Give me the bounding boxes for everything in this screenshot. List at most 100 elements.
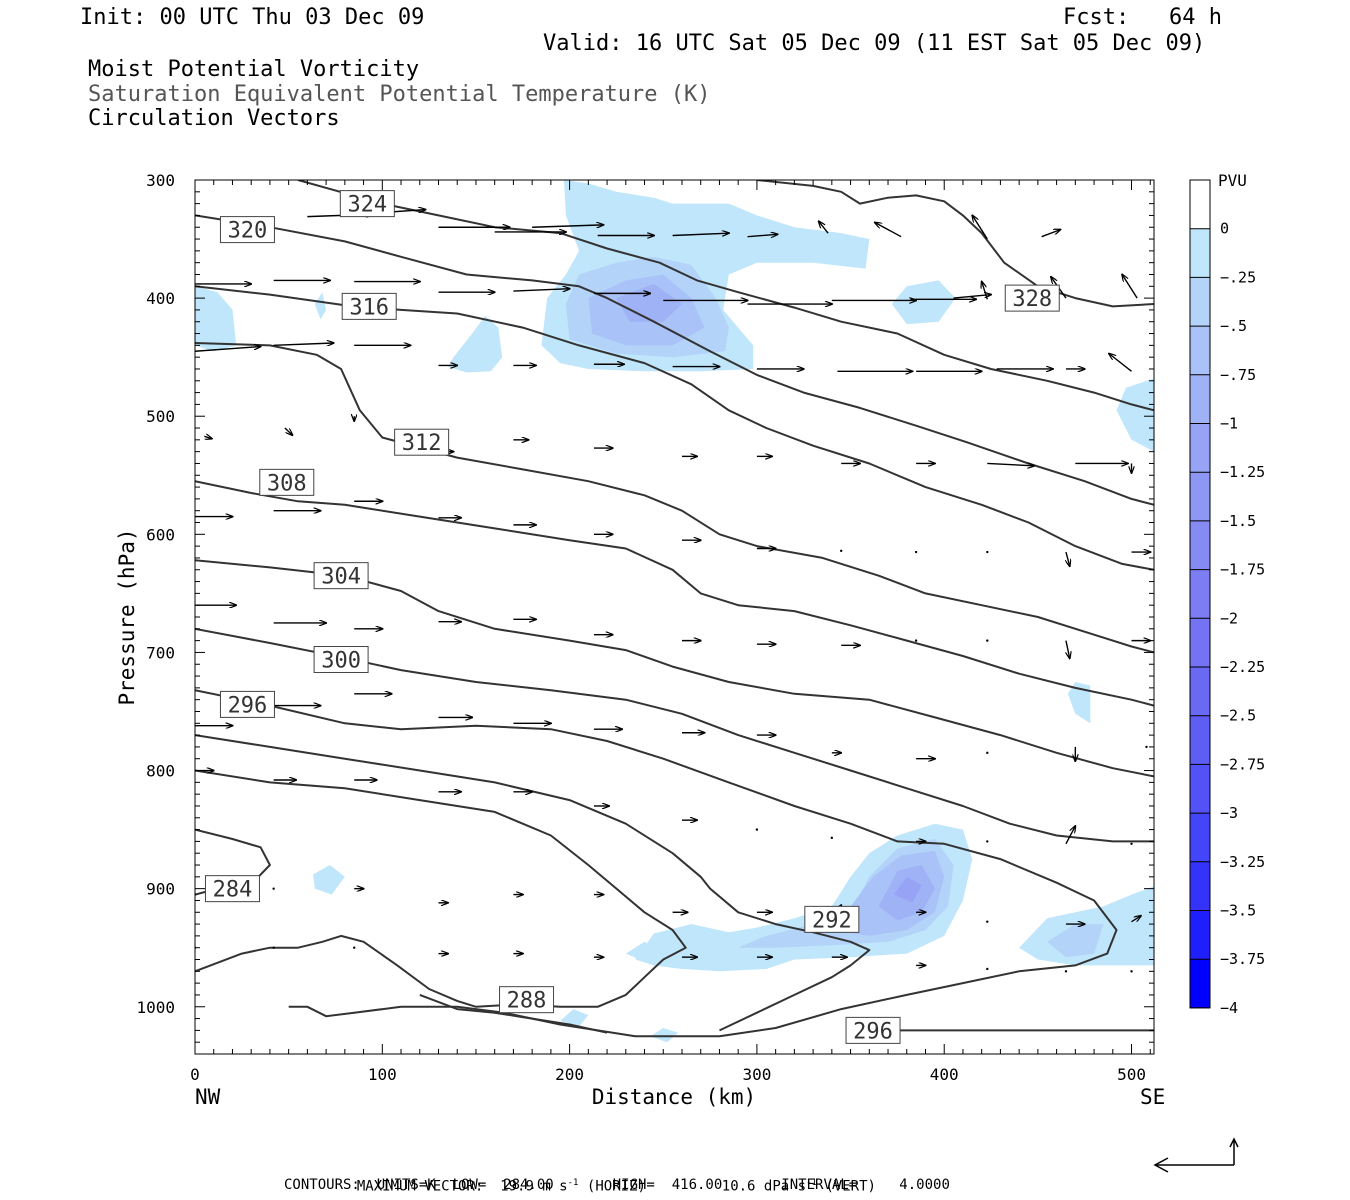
vector-7 [747,234,778,236]
colorbar: 0 −.25 −.5 −.75 −1 −1.25 −1.5 −1.75 −2 −2.25 −2.5 −… [1189,179,1265,1017]
contour-label-316: 316 [349,295,389,320]
contour-line-300-6 [195,627,1154,843]
vector-99 [830,836,834,840]
contour-label-box-8 [804,905,860,933]
valid-time-label: Valid: 16 UTC Sat 05 Dec 09 (11 EST Sat … [543,31,1206,56]
vector-105 [272,887,275,890]
vector-129 [1130,970,1133,973]
contour-label-box-5 [313,562,369,590]
colorbar-label-7: −1.75 [1220,561,1265,579]
max-vert-unit-exponent: -1 [806,1178,817,1188]
vector-16 [513,289,569,291]
vector-39 [204,436,211,438]
max-horiz-unit-exponent: -1 [567,1178,579,1188]
pv-region-7 [742,91,776,121]
max-vector-label: MAXIMUM VECTOR: [356,1178,484,1195]
contour-label-288: 288 [507,989,547,1014]
contour-label-312: 312 [402,431,442,456]
vector-60 [840,549,843,553]
pv-region-21 [625,941,664,966]
pv-region-20 [650,1028,679,1043]
pv-region-11 [313,865,345,895]
colorbar-label-8: −2 [1220,609,1238,627]
pv-region-18 [1047,924,1104,958]
contour-line-304-5 [195,559,1154,778]
contour-line-288-9 [195,769,687,1008]
max-horiz-type: (HORIZ) [586,1178,646,1195]
x-tick-label-500: 500 [1117,1065,1146,1084]
pv-region-9 [1116,378,1154,452]
vector-8 [819,221,829,234]
pv-region-5 [447,315,503,373]
colorbar-label-16: −4 [1220,999,1238,1017]
colorbar-label-12: −3 [1220,804,1238,822]
field-title-thetae: Saturation Equivalent Potential Temperat… [88,82,711,107]
vector-61 [914,550,918,554]
contour-info-readout: CONTOURS: UNITS=K LOW= 284.00 HIGH= 416.… [284,1177,950,1193]
contour-label-292: 292 [812,908,852,933]
vector-9 [875,223,902,238]
colorbar-label-2: −.5 [1220,317,1247,335]
colorbar-unit-label: PVU [1218,171,1247,190]
colorbar-label-15: −3.75 [1220,950,1265,968]
contour-label-box-0 [339,190,395,218]
x-tick-label-300: 300 [742,1065,771,1084]
vector-128 [1064,970,1068,973]
y-tick-label-500: 500 [146,407,175,426]
max-horiz-value: 19.9 [500,1178,534,1195]
contour-label-box-4 [259,468,315,496]
colorbar-swatch-16 [1190,959,1210,1008]
vector-11 [1041,230,1061,238]
colorbar-label-6: −1.5 [1220,512,1256,530]
colorbar-swatch-13 [1190,813,1210,862]
contour-label-300: 300 [321,649,361,674]
vector-75 [986,639,989,642]
max-horiz-unit: m s [542,1178,568,1195]
colorbar-swatch-6 [1190,472,1210,521]
y-tick-label-700: 700 [146,643,175,662]
y-tick-label-800: 800 [146,762,175,781]
x-tick-label-400: 400 [930,1065,959,1084]
init-label: Init: 00 UTC Thu 03 Dec 09 [80,5,425,30]
contour-label-296: 296 [853,1019,893,1044]
vector-103 [1130,842,1133,845]
colorbar-swatch-3 [1190,326,1210,375]
vector-127 [986,967,989,971]
vector-38 [1109,354,1132,372]
pv-region-19 [560,1009,589,1027]
max-vert-unit: dPa s [763,1178,807,1195]
pv-region-6 [314,292,327,320]
max-vector-readout: MAXIMUM VECTOR: 19.9 m s-1 (HORIZ) 10.6 … [340,1159,876,1195]
colorbar-swatch-11 [1190,715,1210,765]
vector-102 [1065,826,1075,845]
axes-layer: 0 100 200 300 400 500 300 400 500 600 700 800 900 100… [136,171,1154,1084]
vector-25 [1122,274,1138,299]
colorbar-swatch-7 [1190,520,1210,570]
contour-label-box-13 [1004,284,1060,312]
y-tick-label-1000: 1000 [136,998,175,1017]
contour-line-308-4 [195,480,1154,707]
vector-88 [986,751,989,755]
contour-label-box-6 [313,646,369,674]
colorbar-swatch-12 [1190,764,1210,814]
y-tick-label-400: 400 [146,289,175,308]
contour-label-328: 328 [1012,287,1052,312]
field-title-vectors: Circulation Vectors [88,106,340,131]
x-axis-title: Distance (km) [592,1085,756,1109]
contour-label-324: 324 [347,193,387,218]
contour-label-box-1 [219,216,275,244]
contour-label-box-7 [219,690,275,718]
colorbar-label-5: −1.25 [1220,463,1265,481]
colorbar-swatch-14 [1190,861,1210,911]
vector-6 [672,233,729,235]
vector-74 [914,639,918,642]
vector-27 [273,343,334,345]
colorbar-label-9: −2.25 [1220,658,1265,676]
vector-26 [195,347,261,352]
contour-label-296: 296 [228,693,268,718]
vector-98 [755,828,759,831]
vector-119 [353,946,356,949]
vector-10 [972,215,988,240]
vector-40 [284,427,292,435]
colorbar-swatch-15 [1190,910,1210,960]
